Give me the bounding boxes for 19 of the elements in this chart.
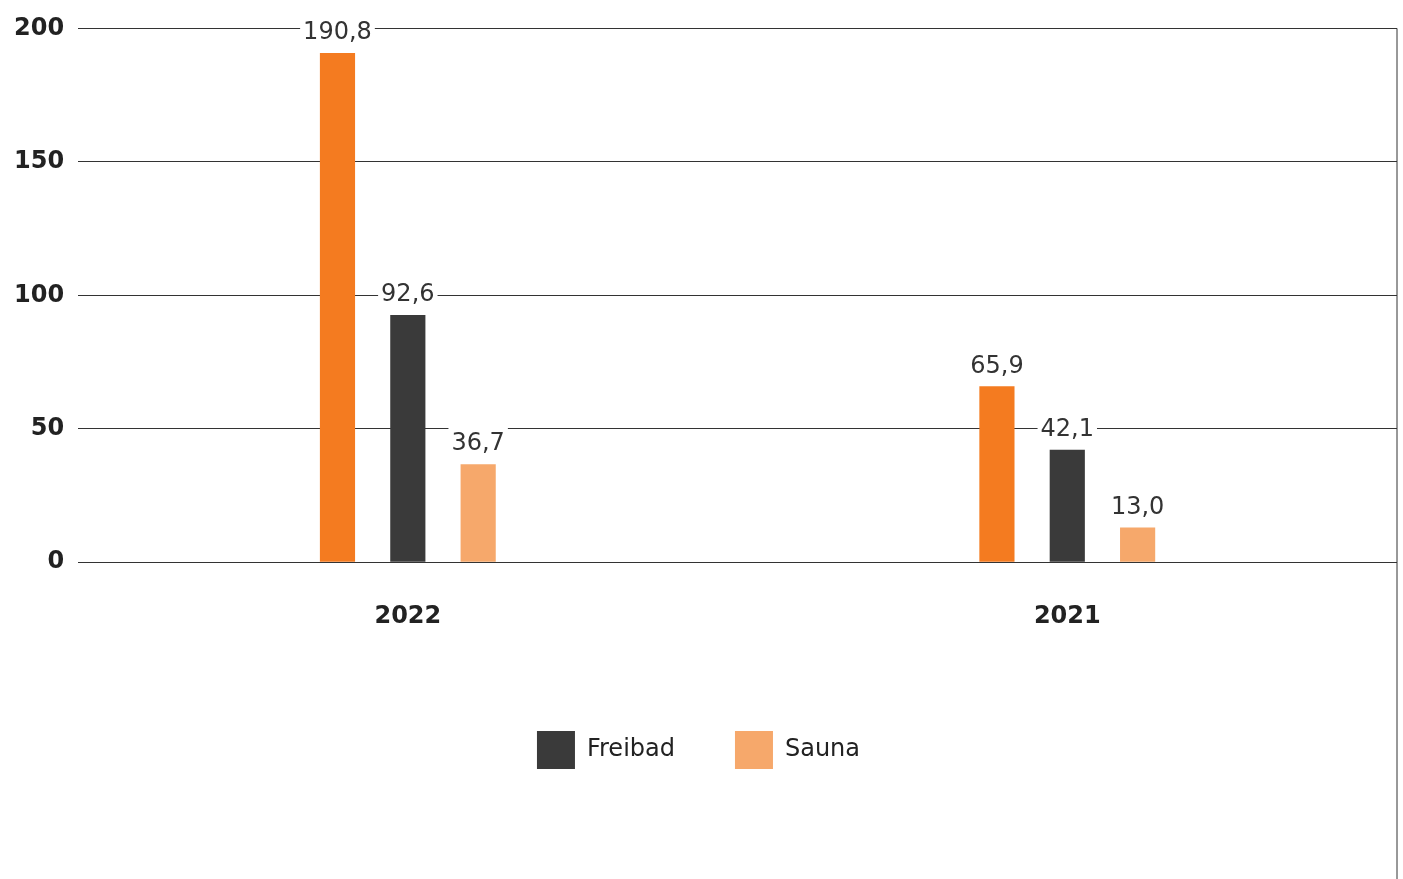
bar	[979, 386, 1015, 562]
bar	[460, 464, 496, 562]
data-label: 65,9	[970, 350, 1024, 379]
y-tick-label: 150	[13, 146, 65, 175]
data-label: 42,1	[1040, 414, 1094, 443]
data-label: 190,8	[303, 17, 372, 46]
y-tick-label: 50	[30, 412, 65, 441]
legend-label: Sauna	[784, 734, 861, 763]
data-label: 13,0	[1110, 491, 1165, 520]
y-tick-label: 100	[13, 279, 65, 308]
legend-label: Freibad	[586, 734, 675, 763]
data-label: 92,6	[381, 279, 435, 308]
x-tick-label: 2021	[1033, 600, 1101, 629]
bar	[319, 52, 356, 562]
bar	[1120, 527, 1156, 562]
y-tick-label: 0	[47, 546, 65, 575]
x-tick-label: 2022	[374, 600, 442, 629]
y-tick-label: 200	[13, 12, 65, 41]
data-label: 36,7	[451, 428, 505, 457]
